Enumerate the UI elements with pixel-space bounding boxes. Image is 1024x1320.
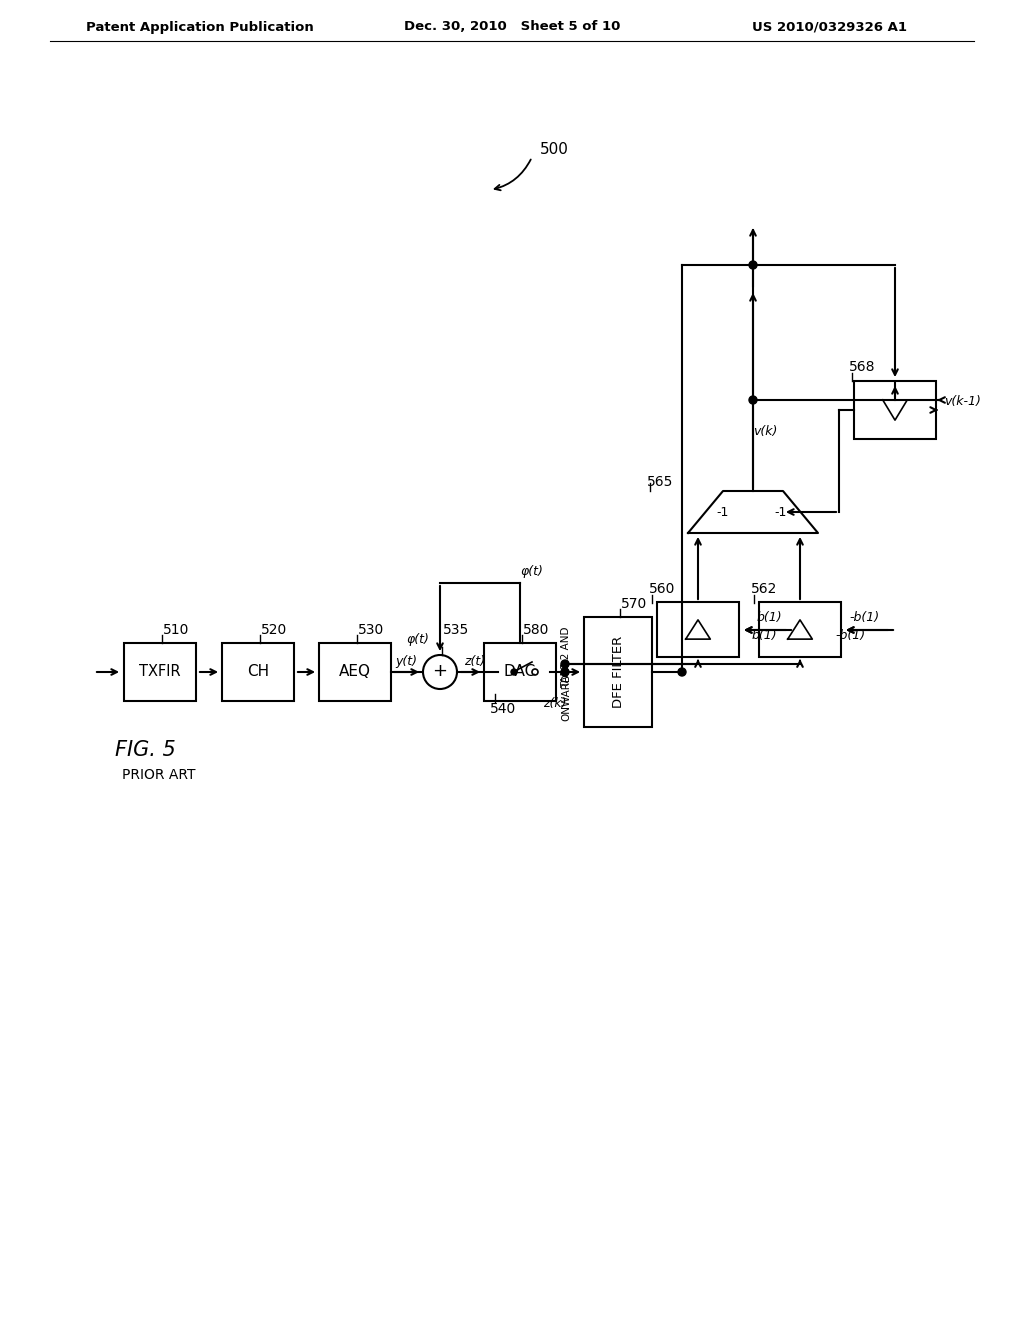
Circle shape	[678, 668, 686, 676]
Circle shape	[749, 261, 757, 269]
Text: US 2010/0329326 A1: US 2010/0329326 A1	[753, 21, 907, 33]
Text: z(k): z(k)	[544, 697, 566, 710]
Bar	[500, 649, 550, 694]
Text: -b(1): -b(1)	[850, 611, 880, 624]
Text: Patent Application Publication: Patent Application Publication	[86, 21, 314, 33]
FancyBboxPatch shape	[584, 616, 652, 727]
Text: DFE FILTER: DFE FILTER	[611, 636, 625, 708]
FancyBboxPatch shape	[222, 643, 294, 701]
FancyBboxPatch shape	[484, 643, 556, 701]
FancyBboxPatch shape	[124, 643, 196, 701]
Text: y(t): y(t)	[395, 656, 417, 668]
Text: -1: -1	[717, 506, 729, 519]
Text: ONWARDS: ONWARDS	[561, 667, 571, 721]
Circle shape	[561, 660, 569, 668]
Text: 500: 500	[540, 143, 569, 157]
Text: 510: 510	[163, 623, 189, 638]
Text: -1: -1	[775, 506, 787, 519]
Text: 570: 570	[621, 597, 647, 611]
Text: +: +	[432, 663, 447, 680]
Text: TAPS 2 AND: TAPS 2 AND	[561, 626, 571, 688]
Text: FIG. 5: FIG. 5	[115, 741, 176, 760]
Text: Dec. 30, 2010   Sheet 5 of 10: Dec. 30, 2010 Sheet 5 of 10	[403, 21, 621, 33]
Text: AEQ: AEQ	[339, 664, 371, 680]
Text: 562: 562	[751, 582, 777, 597]
Text: b(1): b(1)	[752, 628, 777, 642]
FancyBboxPatch shape	[657, 602, 739, 657]
Text: -b(1): -b(1)	[836, 628, 866, 642]
Circle shape	[423, 655, 457, 689]
FancyBboxPatch shape	[759, 602, 841, 657]
FancyBboxPatch shape	[854, 381, 936, 440]
Text: v(k): v(k)	[753, 425, 777, 437]
Text: PRIOR ART: PRIOR ART	[122, 768, 196, 781]
Text: 540: 540	[490, 702, 516, 715]
Text: z(t): z(t)	[465, 656, 485, 668]
Text: 530: 530	[358, 623, 384, 638]
Text: DAC: DAC	[504, 664, 537, 680]
Circle shape	[561, 668, 569, 676]
Text: 520: 520	[261, 623, 288, 638]
Circle shape	[511, 669, 517, 675]
Text: 568: 568	[849, 360, 876, 374]
Text: b(1): b(1)	[756, 611, 781, 624]
Text: 580: 580	[523, 623, 549, 638]
Polygon shape	[688, 491, 818, 533]
Text: 560: 560	[649, 582, 676, 597]
Text: φ(t): φ(t)	[407, 634, 429, 647]
Text: φ(t): φ(t)	[520, 565, 544, 578]
FancyBboxPatch shape	[319, 643, 391, 701]
Text: CH: CH	[247, 664, 269, 680]
Circle shape	[532, 669, 538, 675]
Circle shape	[749, 396, 757, 404]
Text: TXFIR: TXFIR	[139, 664, 181, 680]
Text: 535: 535	[443, 623, 469, 638]
Text: 565: 565	[647, 475, 674, 488]
Text: v(k-1): v(k-1)	[944, 396, 981, 408]
